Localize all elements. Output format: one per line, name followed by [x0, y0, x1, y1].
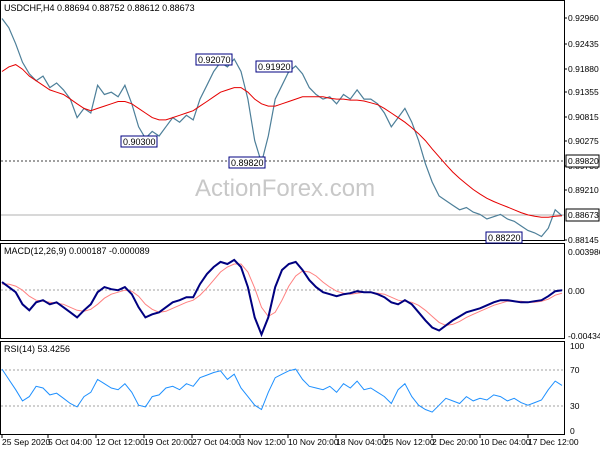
- price-tick-label: 0.89210: [568, 185, 599, 195]
- x-tick-label: 25 Sep 2020: [2, 437, 50, 447]
- x-tick-label: 10 Dec 04:00: [480, 437, 531, 447]
- x-tick-label: 3 Nov 12:00: [240, 437, 286, 447]
- svg-text:0.92070: 0.92070: [198, 55, 231, 65]
- x-tick-label: 17 Dec 12:00: [528, 437, 579, 447]
- macd-header: MACD(12,26,9) 0.000187 -0.000089: [4, 246, 150, 256]
- annotation-0-91920: 0.91920: [255, 60, 293, 73]
- x-tick-label: 27 Oct 04:00: [192, 437, 241, 447]
- watermark: ActionForex.com: [195, 175, 375, 202]
- svg-text:0.89820: 0.89820: [231, 158, 264, 168]
- price-tick-label: 0.91880: [568, 64, 599, 74]
- main-header: USDCHF,H4 0.88694 0.88752 0.88612 0.8867…: [4, 3, 195, 13]
- svg-text:0.88220: 0.88220: [488, 233, 521, 243]
- annotation-0-88220: 0.88220: [485, 231, 523, 244]
- price-tick-label: 0.90815: [568, 112, 599, 122]
- x-tick-label: 25 Nov 12:00: [384, 437, 435, 447]
- rsi-tick-label: 70: [570, 365, 580, 375]
- x-tick-label: 18 Nov 04:00: [336, 437, 387, 447]
- moving-average-series: [1, 64, 563, 218]
- svg-text:0.89820: 0.89820: [568, 156, 599, 166]
- x-tick-label: 12 Oct 12:00: [96, 437, 145, 447]
- rsi-tick-label: 0: [570, 426, 575, 436]
- x-tick-label: 10 Nov 20:00: [288, 437, 339, 447]
- rsi-axis: 100 70 30 0: [570, 341, 584, 436]
- rsi-header: RSI(14) 53.4256: [4, 344, 70, 354]
- price-tick-label: 0.90275: [568, 136, 599, 146]
- rsi-tick-label: 30: [570, 401, 580, 411]
- price-tick-label: 0.91355: [568, 87, 599, 97]
- rsi-panel-frame: [0, 341, 565, 435]
- price-series: [1, 18, 563, 238]
- x-tick-label: 5 Oct 04:00: [48, 437, 92, 447]
- svg-text:0.90300: 0.90300: [123, 137, 156, 147]
- resistance-tag: 0.89820: [565, 154, 600, 168]
- svg-text:0.91920: 0.91920: [258, 62, 291, 72]
- macd-tick-label: 0.003986: [568, 247, 600, 257]
- annotation-0-90300: 0.90300: [120, 135, 158, 148]
- rsi-tick-label: 100: [570, 341, 584, 351]
- current-price-tag: 0.88673: [565, 208, 600, 222]
- svg-text:0.88673: 0.88673: [568, 210, 599, 220]
- macd-panel-frame: [0, 243, 565, 339]
- rsi-series: [1, 368, 563, 413]
- main-panel-frame: [0, 0, 565, 241]
- macd-series: [1, 258, 563, 338]
- macd-signal-series: [2, 263, 563, 326]
- price-tick-label: 0.92960: [568, 13, 599, 23]
- macd-tick-label: 0.00: [568, 286, 585, 296]
- macd-tick-label: -0.004348: [568, 331, 600, 341]
- price-tick-label: 0.88145: [568, 235, 599, 245]
- x-tick-label: 2 Dec 20:00: [432, 437, 478, 447]
- macd-axis: 0.003986 0.00 -0.004348: [568, 247, 600, 341]
- price-tick-label: 0.92435: [568, 39, 599, 49]
- annotation-0-89820: 0.89820: [228, 156, 266, 169]
- annotation-0-92070: 0.92070: [195, 53, 233, 66]
- x-tick-label: 19 Oct 20:00: [144, 437, 193, 447]
